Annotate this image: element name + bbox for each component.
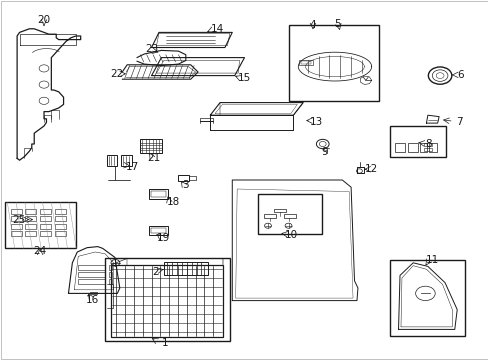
Bar	[40, 209, 51, 214]
Bar	[40, 216, 51, 221]
Text: 5: 5	[333, 19, 340, 29]
Text: 9: 9	[321, 147, 328, 157]
Text: 22: 22	[110, 69, 124, 79]
Text: 18: 18	[166, 197, 180, 207]
Text: 3: 3	[182, 180, 189, 190]
Text: 6: 6	[456, 70, 463, 80]
Bar	[11, 209, 21, 214]
Bar	[40, 224, 51, 229]
Bar	[121, 155, 132, 166]
Bar	[11, 231, 21, 236]
Bar	[78, 272, 105, 277]
Text: 10: 10	[284, 230, 297, 240]
Text: 25: 25	[12, 215, 25, 225]
Bar	[111, 265, 223, 337]
Bar	[11, 224, 21, 229]
Bar	[151, 191, 165, 197]
Bar	[419, 143, 426, 152]
Bar	[106, 155, 117, 166]
Bar	[40, 231, 51, 236]
Text: 1: 1	[162, 338, 168, 348]
Bar	[264, 214, 276, 218]
Bar	[140, 139, 162, 153]
Text: 13: 13	[309, 117, 323, 127]
Bar	[151, 228, 165, 233]
Bar	[273, 209, 285, 212]
Bar	[389, 126, 446, 157]
Bar	[90, 292, 97, 294]
Bar	[428, 143, 436, 152]
Bar	[394, 143, 404, 152]
Text: 19: 19	[157, 233, 170, 243]
Bar	[424, 143, 431, 146]
Bar	[108, 279, 112, 284]
Text: 16: 16	[86, 294, 100, 305]
Bar	[163, 262, 207, 275]
Bar	[407, 143, 417, 152]
Bar	[389, 260, 464, 336]
Bar	[299, 60, 312, 65]
Bar	[189, 176, 196, 180]
Bar	[258, 194, 321, 234]
Text: 14: 14	[210, 24, 224, 34]
Text: 4: 4	[309, 20, 316, 30]
Bar	[11, 216, 21, 221]
Bar	[5, 202, 76, 248]
Bar	[108, 265, 112, 270]
Text: 23: 23	[144, 44, 158, 54]
Bar	[25, 224, 36, 229]
Bar	[78, 279, 105, 284]
Text: 11: 11	[425, 255, 438, 265]
Bar	[105, 258, 229, 341]
Text: 15: 15	[237, 73, 251, 84]
Text: 2: 2	[152, 267, 159, 277]
Bar	[288, 25, 378, 101]
Bar	[178, 175, 189, 181]
Bar	[55, 224, 65, 229]
Bar	[55, 209, 65, 214]
Bar	[424, 148, 431, 151]
Text: 20: 20	[38, 15, 50, 25]
Bar	[25, 231, 36, 236]
Text: 21: 21	[147, 153, 161, 163]
Bar	[149, 226, 167, 235]
Text: 7: 7	[455, 117, 462, 127]
Bar	[283, 214, 295, 218]
Text: 17: 17	[125, 162, 139, 172]
Bar	[149, 189, 167, 199]
Bar	[78, 265, 105, 270]
Bar	[55, 231, 65, 236]
Text: 24: 24	[33, 246, 47, 256]
Bar	[108, 272, 112, 277]
Text: 12: 12	[364, 164, 378, 174]
Bar	[300, 61, 311, 64]
Bar	[25, 216, 36, 221]
Bar	[55, 216, 65, 221]
Bar	[25, 209, 36, 214]
Text: 8: 8	[424, 139, 431, 149]
